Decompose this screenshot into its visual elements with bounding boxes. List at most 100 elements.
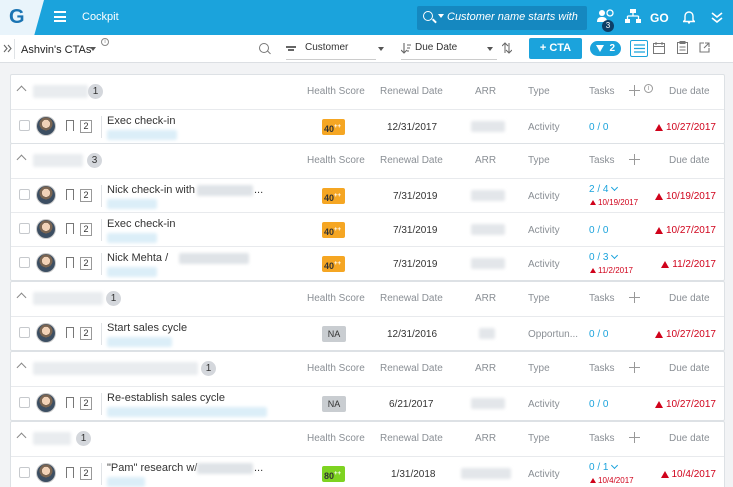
expand-panel-icon[interactable] (3, 44, 12, 53)
tasks-count[interactable]: 0 / 1 (589, 461, 619, 473)
collapse-icon[interactable] (16, 292, 27, 303)
top-nav-bar: G Cockpit Customer name starts with 3 GO (0, 0, 733, 35)
bookmark-icon[interactable] (66, 223, 74, 235)
tasks-count[interactable]: 0 / 0 (589, 329, 609, 340)
calendar-view-icon[interactable] (653, 42, 665, 54)
move-icon[interactable] (629, 154, 640, 165)
add-cta-button[interactable]: + CTA (529, 38, 582, 59)
move-icon[interactable] (629, 292, 640, 303)
list-view-icon[interactable] (630, 40, 648, 57)
customer-name-redacted[interactable] (33, 85, 88, 98)
cta-row[interactable]: 2 Nick check-in with ... 40++ 7/31/2019 … (11, 178, 724, 212)
hierarchy-icon[interactable] (625, 9, 641, 24)
search-icon[interactable] (259, 43, 269, 53)
bookmark-icon[interactable] (66, 120, 74, 132)
export-icon[interactable] (699, 42, 710, 53)
move-icon[interactable] (629, 362, 640, 373)
cta-row[interactable]: 2 "Pam" research w/ ... 80++ 1/31/2018 A… (11, 456, 724, 487)
row-checkbox[interactable] (19, 223, 30, 234)
cta-row[interactable]: 2 Exec check-in 40++ 12/31/2017 Activity… (11, 109, 724, 143)
customer-name-redacted[interactable] (33, 432, 71, 445)
group-header: 3 Health Score Renewal Date ARR Type Tas… (11, 144, 724, 178)
tasks-count[interactable]: 0 / 0 (589, 399, 609, 410)
sort-by-select[interactable]: Due Date (401, 42, 497, 60)
collapse-icon[interactable] (16, 432, 27, 443)
due-date: 10/27/2017 (655, 399, 716, 410)
move-icon[interactable] (629, 85, 640, 96)
divider (101, 185, 102, 207)
chevron-down-icon (611, 183, 619, 192)
cta-row[interactable]: 2 Start sales cycle NA 12/31/2016 Opport… (11, 316, 724, 350)
customer-link-redacted[interactable] (107, 130, 177, 140)
renewal-date: 7/31/2019 (393, 259, 438, 270)
customer-link-redacted[interactable] (107, 407, 267, 417)
clipboard-icon[interactable] (677, 41, 688, 54)
chevron-down-icon (611, 461, 619, 470)
row-checkbox[interactable] (19, 189, 30, 200)
chevron-down-icon[interactable] (438, 14, 444, 18)
row-checkbox[interactable] (19, 467, 30, 478)
group-by-select[interactable]: Customer (286, 42, 384, 60)
info-icon[interactable]: i (644, 84, 653, 93)
go-button[interactable]: GO (650, 11, 669, 25)
due-date: 10/19/2017 (655, 191, 716, 202)
row-checkbox[interactable] (19, 257, 30, 268)
customer-link-redacted[interactable] (107, 267, 157, 277)
cta-title[interactable]: Nick Mehta / (107, 252, 169, 264)
health-score-badge: 40++ (322, 119, 345, 135)
cta-row[interactable]: 2 Re-establish sales cycle NA 6/21/2017 … (11, 386, 724, 420)
double-chevron-down-icon[interactable] (711, 12, 723, 23)
col-tasks: Tasks (589, 363, 615, 374)
customer-group: 1 Health Score Renewal Date ARR Type Tas… (10, 281, 725, 351)
customer-name-redacted[interactable] (33, 362, 198, 375)
menu-icon[interactable] (54, 11, 66, 22)
renewal-date: 1/31/2018 (391, 469, 436, 480)
group-count-badge: 1 (76, 431, 91, 446)
info-icon[interactable]: i (101, 38, 109, 46)
cta-title[interactable]: Start sales cycle (107, 322, 188, 334)
health-score-badge: NA (322, 396, 346, 412)
bookmark-icon[interactable] (66, 257, 74, 269)
cta-title[interactable]: Nick check-in with (107, 184, 196, 196)
app-logo[interactable]: G (0, 0, 44, 35)
tasks-count[interactable]: 0 / 3 (589, 251, 619, 263)
arr-value-redacted (471, 190, 505, 201)
customer-link-redacted[interactable] (107, 199, 157, 209)
customer-name-redacted[interactable] (33, 154, 83, 167)
customer-link-redacted[interactable] (107, 477, 145, 487)
global-search-input[interactable]: Customer name starts with (417, 6, 587, 30)
filter-button[interactable]: 2 (590, 41, 621, 56)
due-date: 10/27/2017 (655, 225, 716, 236)
cta-title[interactable]: "Pam" research w/ (107, 462, 198, 474)
collapse-icon[interactable] (16, 362, 27, 373)
priority-number: 2 (80, 397, 92, 410)
cta-title[interactable]: Exec check-in (107, 218, 176, 230)
tasks-count[interactable]: 0 / 0 (589, 225, 609, 236)
move-icon[interactable] (629, 432, 640, 443)
arr-value-redacted (479, 328, 495, 339)
cta-row[interactable]: 2 Exec check-in 40++ 7/31/2019 Activity … (11, 212, 724, 246)
sort-direction-icon[interactable] (502, 42, 512, 54)
group-header: 1 Health Score Renewal Date ARR Type Tas… (11, 352, 724, 386)
customer-link-redacted[interactable] (107, 337, 172, 347)
tasks-count[interactable]: 2 / 4 (589, 183, 619, 195)
customer-link-redacted[interactable] (107, 233, 157, 243)
bell-icon[interactable] (683, 10, 695, 24)
row-checkbox[interactable] (19, 397, 30, 408)
bookmark-icon[interactable] (66, 397, 74, 409)
chevron-down-icon[interactable] (90, 47, 96, 51)
cta-title[interactable]: Exec check-in (107, 115, 176, 127)
cta-row[interactable]: 2 Nick Mehta / 40++ 7/31/2019 Activity 0… (11, 246, 724, 280)
row-checkbox[interactable] (19, 327, 30, 338)
collapse-icon[interactable] (16, 85, 27, 96)
view-selector[interactable]: Ashvin's CTAs (21, 44, 92, 56)
customer-name-redacted[interactable] (33, 292, 103, 305)
col-due-date: Due date (669, 433, 710, 444)
collapse-icon[interactable] (16, 154, 27, 165)
bookmark-icon[interactable] (66, 327, 74, 339)
bookmark-icon[interactable] (66, 467, 74, 479)
row-checkbox[interactable] (19, 120, 30, 131)
bookmark-icon[interactable] (66, 189, 74, 201)
cta-title[interactable]: Re-establish sales cycle (107, 392, 225, 404)
tasks-count[interactable]: 0 / 0 (589, 122, 609, 133)
